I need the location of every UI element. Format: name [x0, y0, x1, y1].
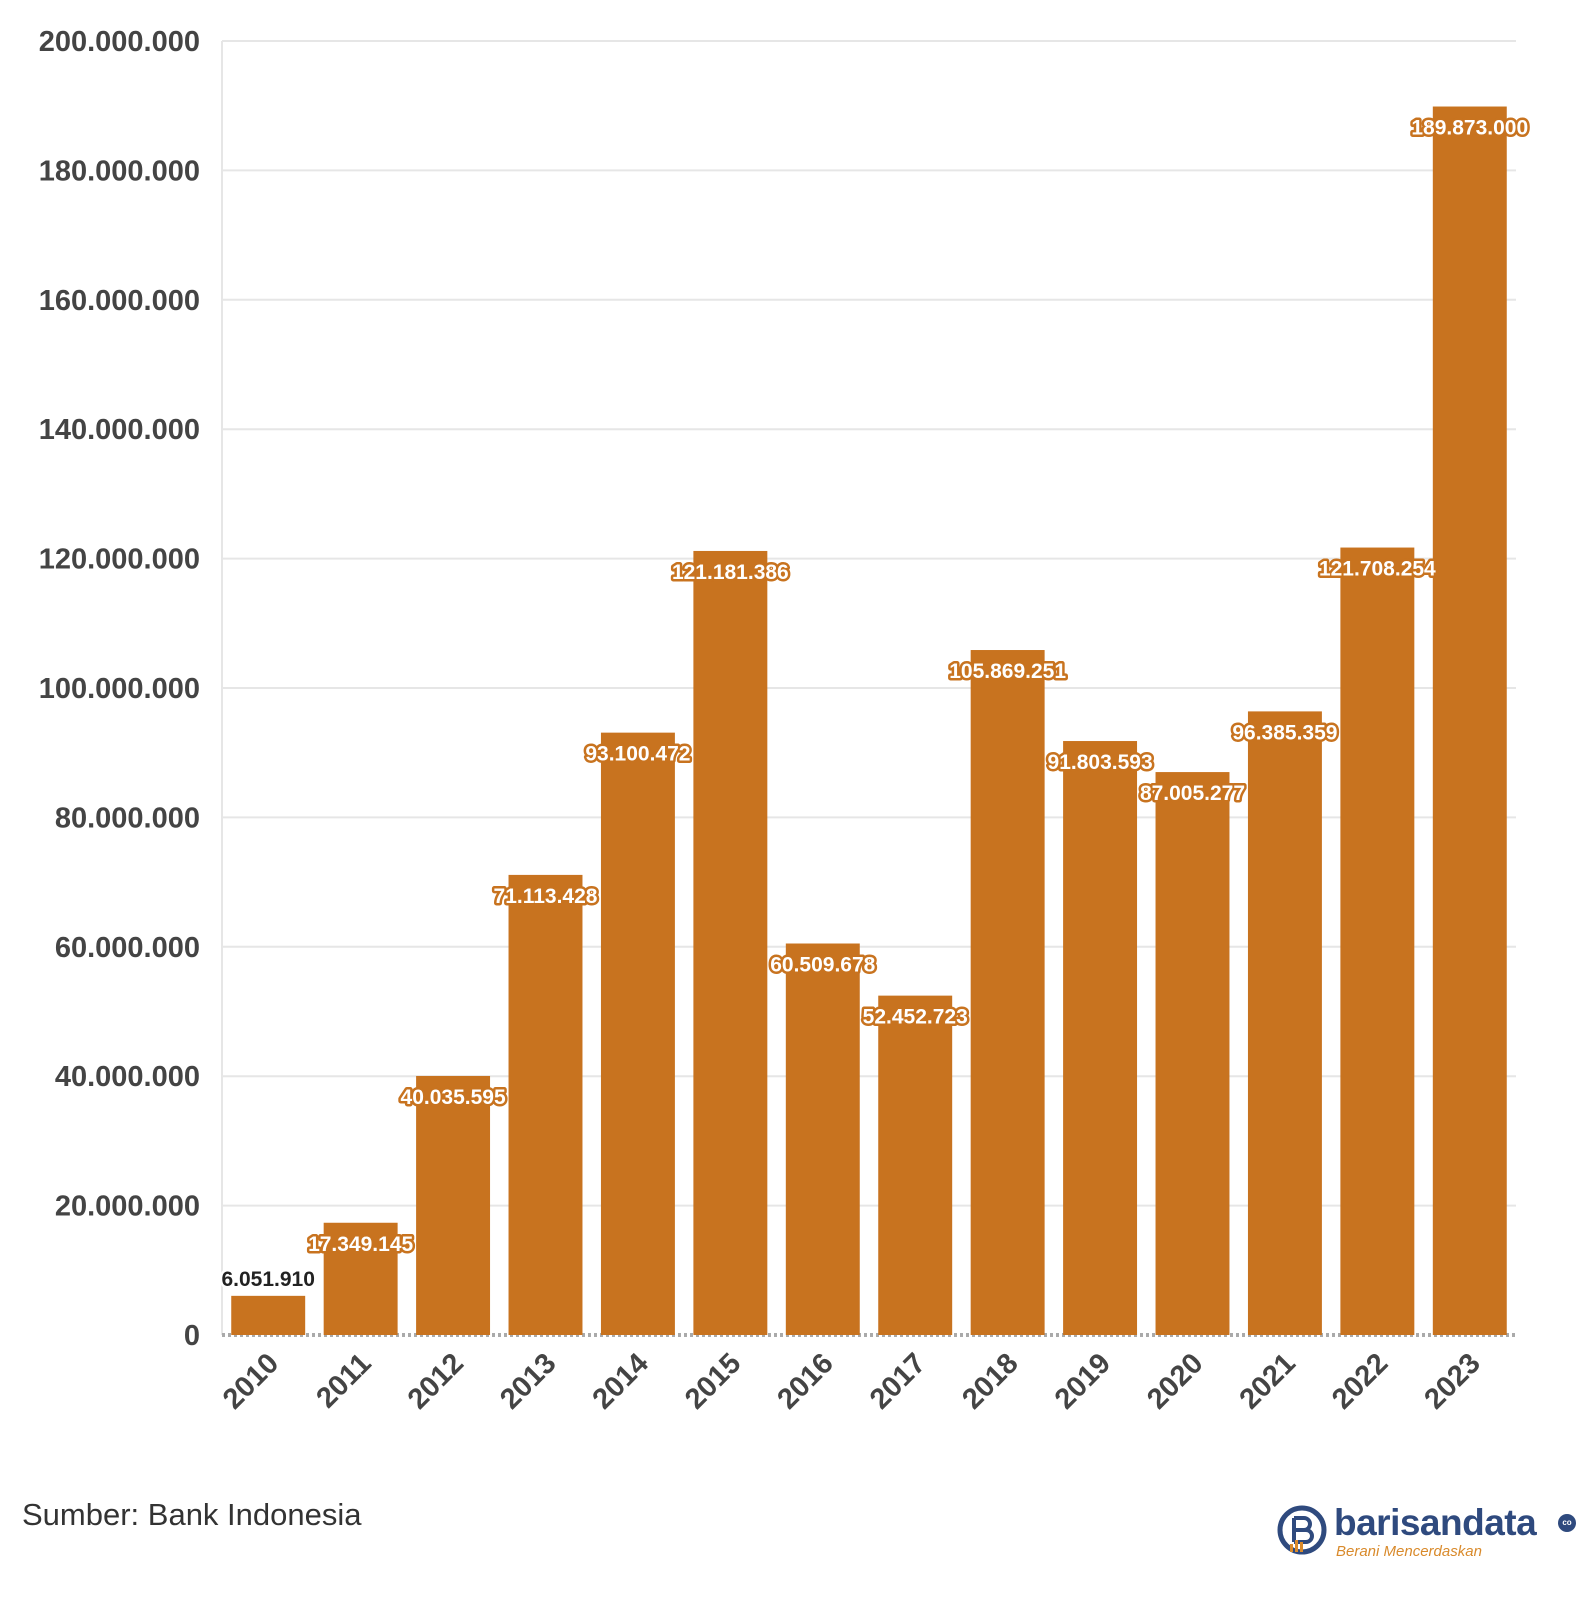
source-note: Sumber: Bank Indonesia [22, 1497, 362, 1532]
bar [1063, 741, 1138, 1335]
bar [231, 1295, 306, 1335]
x-tick-label: 2023 [1418, 1347, 1486, 1415]
x-tick-label: 2011 [310, 1347, 377, 1414]
bar [323, 1222, 398, 1335]
data-label: 189.873.000 [1411, 117, 1528, 140]
data-label: 96.385.359 [1232, 721, 1337, 744]
x-tick-label: 2010 [217, 1347, 285, 1415]
bar [416, 1075, 491, 1335]
y-tick-label: 140.000.000 [39, 414, 200, 446]
bar [970, 650, 1045, 1335]
bar [1247, 711, 1322, 1335]
bar [693, 550, 768, 1335]
data-label: 52.452.723 [863, 1006, 968, 1029]
bar [1340, 547, 1415, 1335]
logo-icon [1277, 1505, 1327, 1555]
data-label: 121.708.254 [1319, 558, 1436, 581]
x-tick-label: 2012 [402, 1347, 470, 1415]
brand-logo: barisandata Berani Mencerdaskan co [1276, 1500, 1576, 1560]
logo-wordmark: barisandata [1334, 1502, 1537, 1543]
bar [1432, 106, 1507, 1335]
x-tick-label: 2022 [1326, 1347, 1394, 1415]
bar [785, 943, 860, 1335]
bar [878, 995, 953, 1335]
x-tick-label: 2021 [1234, 1347, 1302, 1415]
data-label: 121.181.386 [672, 561, 789, 584]
data-label: 40.035.595 [401, 1086, 506, 1109]
data-label: 6.051.910 [221, 1268, 314, 1291]
x-axis-ticks: 2010 2011 2012 2013 2014 2015 2016 2017 2018 2019… [217, 1347, 1487, 1415]
y-axis-ticks: 0 20.000.000 40.000.000 60.000.000 80.000.00… [39, 26, 200, 1352]
y-tick-label: 100.000.000 [39, 673, 200, 705]
y-tick-label: 200.000.000 [39, 26, 200, 58]
logo-suffix: co [1558, 1514, 1576, 1532]
data-label: 93.100.472 [585, 743, 690, 766]
x-tick-label: 2014 [587, 1347, 655, 1415]
data-labels: 6.051.910 17.349.145 40.035.595 71.113.428 9… [219, 114, 1531, 1293]
x-tick-label: 2013 [494, 1347, 562, 1415]
x-tick-label: 2016 [771, 1347, 839, 1415]
y-tick-label: 180.000.000 [39, 155, 200, 187]
y-tick-label: 80.000.000 [55, 802, 200, 834]
data-label: 71.113.428 [494, 885, 598, 908]
x-tick-label: 2017 [864, 1347, 932, 1415]
data-label: 87.005.277 [1140, 782, 1245, 805]
y-tick-label: 160.000.000 [39, 285, 200, 317]
bar [1155, 772, 1230, 1335]
y-tick-label: 40.000.000 [55, 1061, 200, 1093]
logo-tagline: Berani Mencerdaskan [1336, 1543, 1482, 1560]
bar [508, 874, 583, 1335]
y-tick-label: 20.000.000 [55, 1191, 200, 1223]
x-tick-label: 2020 [1141, 1347, 1209, 1415]
data-label: 91.803.593 [1048, 751, 1153, 774]
y-tick-label: 120.000.000 [39, 544, 200, 576]
data-label: 105.869.251 [949, 660, 1066, 683]
bar [600, 732, 675, 1335]
data-label: 60.509.678 [770, 954, 875, 977]
bars [231, 106, 1507, 1335]
x-tick-label: 2018 [956, 1347, 1024, 1415]
y-tick-label: 0 [184, 1320, 200, 1352]
data-label: 17.349.145 [308, 1233, 413, 1256]
x-tick-label: 2015 [679, 1347, 747, 1415]
x-tick-label: 2019 [1049, 1347, 1117, 1415]
y-tick-label: 60.000.000 [55, 932, 200, 964]
